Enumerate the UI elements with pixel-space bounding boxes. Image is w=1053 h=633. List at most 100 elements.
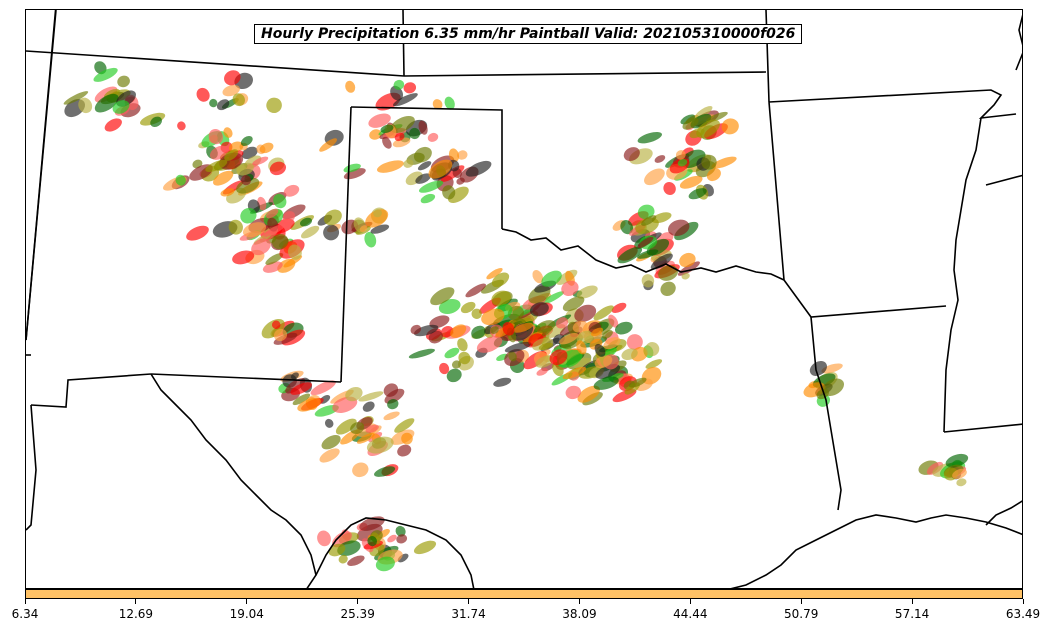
precip-blob	[486, 267, 503, 280]
border-tx-mexico	[150, 373, 317, 588]
precip-blob	[368, 113, 391, 128]
precip-blob	[383, 383, 399, 397]
border-la-tx	[810, 316, 842, 511]
precip-blob	[562, 296, 585, 312]
precip-blob	[208, 129, 223, 145]
precip-blob	[396, 534, 408, 544]
border-az-mexico	[26, 404, 37, 531]
precip-blob	[409, 127, 421, 140]
colorbar-tick-label: 38.09	[562, 607, 597, 621]
precip-blob	[481, 308, 505, 326]
precip-blob	[290, 382, 312, 395]
precip-blob	[471, 325, 486, 339]
precip-blob	[222, 84, 240, 97]
precip-blob	[205, 159, 228, 172]
precip-blob	[415, 173, 431, 184]
precip-blob	[273, 193, 287, 209]
precip-blob	[549, 349, 568, 366]
precip-blob	[440, 326, 454, 338]
precip-blob	[343, 163, 361, 173]
precip-blob	[432, 99, 443, 110]
border-ar-la	[783, 279, 947, 318]
precip-blob	[471, 308, 482, 319]
precip-blob	[395, 525, 406, 537]
precip-blob	[574, 304, 597, 323]
precip-blob	[680, 114, 696, 125]
precip-blob	[446, 368, 462, 383]
colorbar-tick	[135, 599, 137, 604]
precip-blob	[637, 236, 654, 249]
precip-blob	[390, 115, 415, 134]
precip-blob	[319, 138, 337, 152]
border-nm-east	[340, 106, 352, 383]
precip-blob	[394, 418, 415, 433]
precip-blob	[220, 188, 235, 197]
precip-blob	[660, 281, 676, 296]
colorbar-tick	[911, 599, 913, 604]
precip-blob	[224, 70, 241, 86]
precip-blob	[457, 150, 468, 160]
precip-blob	[460, 301, 476, 314]
precip-blob	[821, 363, 843, 374]
precip-blob	[418, 120, 428, 135]
precip-blob	[263, 223, 286, 237]
precip-blob	[577, 385, 600, 403]
border-rio-grande	[315, 517, 475, 588]
map-frame[interactable]: Hourly Precipitation 6.35 mm/hr Paintbal…	[25, 9, 1023, 589]
colorbar	[25, 589, 1023, 599]
border-tn	[985, 174, 1022, 186]
precip-blob	[512, 322, 534, 333]
precip-blob	[350, 422, 365, 434]
precip-blob	[694, 106, 713, 119]
precip-blob	[572, 320, 588, 333]
precip-blob	[465, 160, 492, 177]
colorbar-tick-label: 6.34	[11, 607, 39, 621]
precip-blob	[448, 148, 460, 162]
precip-blob	[682, 117, 699, 130]
precip-blob	[711, 156, 737, 169]
precip-blob	[565, 385, 582, 400]
colorbar-tick-label: 63.49	[1005, 607, 1041, 621]
precip-blob	[319, 448, 340, 463]
precipitation-blobs	[63, 61, 969, 572]
precip-blob	[444, 347, 460, 359]
colorbar-tick-label: 12.69	[118, 607, 154, 621]
border-nm-west	[26, 10, 57, 341]
colorbar-tick-label: 19.04	[229, 607, 264, 621]
precip-blob	[628, 377, 647, 388]
precip-blob	[403, 159, 414, 168]
precip-blob	[236, 162, 254, 176]
precip-blob	[271, 320, 281, 330]
precip-blob	[290, 372, 299, 380]
precip-blob	[590, 327, 604, 337]
precip-blob	[493, 377, 512, 387]
precip-blob	[375, 556, 395, 572]
precip-blob	[644, 168, 665, 186]
precip-blob	[252, 156, 269, 166]
colorbar-tick-label: 50.79	[784, 607, 819, 621]
border-nm-south	[30, 373, 152, 408]
colorbar-tick-label: 57.14	[894, 607, 930, 621]
border-ms-al	[943, 423, 1022, 433]
precip-blob	[491, 290, 511, 306]
precip-blob	[457, 338, 468, 352]
precip-blob	[418, 180, 444, 193]
precip-blob	[956, 478, 967, 487]
precip-blob	[414, 324, 439, 337]
precip-blob	[387, 399, 399, 410]
state-borders	[26, 10, 1022, 588]
precip-blob	[465, 283, 486, 298]
border-ok-south	[501, 228, 785, 281]
precip-blob	[332, 531, 352, 548]
precip-blob	[338, 554, 348, 564]
precip-blob	[458, 351, 471, 365]
precip-blob	[696, 119, 720, 139]
precip-blob	[196, 87, 210, 102]
precip-blob	[413, 540, 437, 555]
precip-blob	[223, 127, 233, 138]
precip-blob	[538, 342, 554, 351]
precip-blob	[952, 468, 967, 480]
precip-blob	[603, 347, 617, 358]
precip-blob	[410, 324, 422, 335]
precip-blob	[63, 91, 89, 105]
